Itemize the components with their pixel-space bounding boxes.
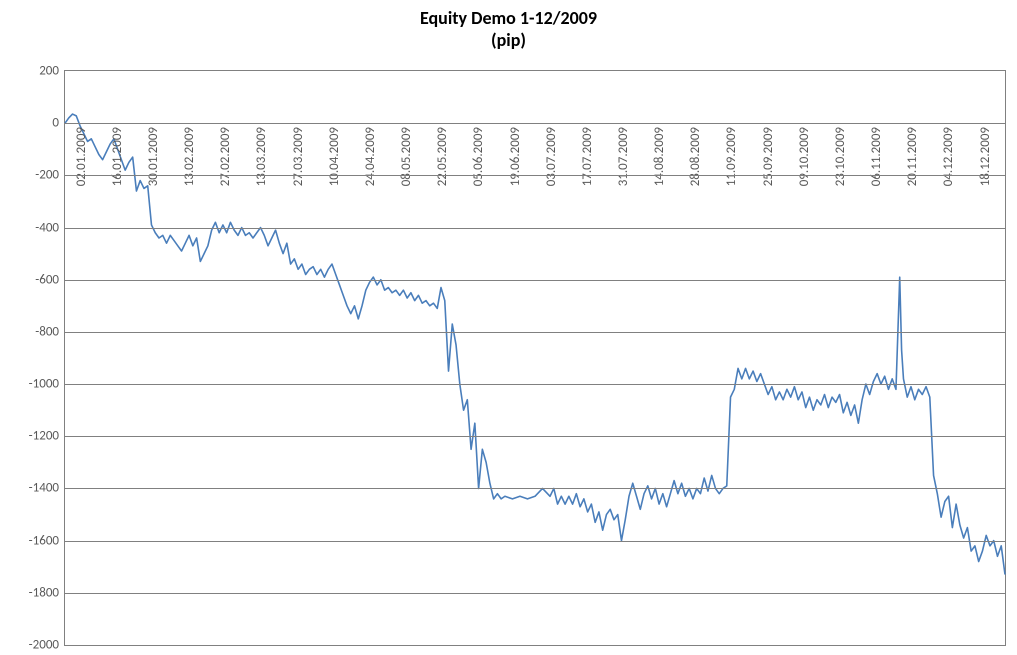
y-tick-label: 200 [39, 64, 59, 79]
x-tick-label: 27.02.2009 [218, 127, 233, 186]
gridline-h [65, 436, 1005, 437]
gridline-h [65, 280, 1005, 281]
y-tick-label: 0 [52, 116, 59, 131]
x-tick-label: 13.03.2009 [254, 127, 269, 186]
x-tick-label: 19.06.2009 [508, 127, 523, 186]
x-tick-label: 31.07.2009 [616, 127, 631, 186]
gridline-h [65, 384, 1005, 385]
x-tick-label: 14.08.2009 [652, 127, 667, 186]
x-tick-label: 05.06.2009 [471, 127, 486, 186]
gridline-h [65, 123, 1005, 124]
y-tick-label: -2000 [29, 638, 59, 653]
y-tick-label: -1400 [29, 481, 59, 496]
chart-title-line2: (pip) [0, 30, 1017, 52]
x-tick-label: 28.08.2009 [688, 127, 703, 186]
equity-line-series [65, 71, 1005, 645]
x-tick-label: 03.07.2009 [544, 127, 559, 186]
y-tick-label: -400 [35, 220, 59, 235]
plot-area: 02.01.2009 16.01.2009 30.01.2009 13.02.2009… [64, 70, 1006, 646]
x-tick-label: 18.12.2009 [978, 127, 993, 186]
equity-line [65, 114, 1005, 575]
x-tick-label: 06.11.2009 [869, 127, 884, 186]
gridline-h [65, 175, 1005, 176]
x-tick-label: 25.09.2009 [761, 127, 776, 186]
chart-title: Equity Demo 1-12/2009 (pip) [0, 8, 1017, 51]
gridline-h [65, 228, 1005, 229]
x-tick-label: 04.12.2009 [941, 127, 956, 186]
x-tick-label: 08.05.2009 [399, 127, 414, 186]
x-tick-label: 24.04.2009 [363, 127, 378, 186]
y-tick-label: -1000 [29, 377, 59, 392]
x-tick-label: 30.01.2009 [146, 127, 161, 186]
x-tick-label: 22.05.2009 [435, 127, 450, 186]
y-tick-label: -800 [35, 324, 59, 339]
y-tick-label: -600 [35, 272, 59, 287]
y-tick-label: -1600 [29, 533, 59, 548]
y-tick-label: -1200 [29, 429, 59, 444]
x-tick-label: 09.10.2009 [797, 127, 812, 186]
x-tick-label: 27.03.2009 [291, 127, 306, 186]
x-tick-label: 11.09.2009 [724, 127, 739, 186]
gridline-h [65, 332, 1005, 333]
x-tick-label: 23.10.2009 [833, 127, 848, 186]
gridline-h [65, 541, 1005, 542]
x-tick-label: 17.07.2009 [580, 127, 595, 186]
x-tick-label: 13.02.2009 [182, 127, 197, 186]
gridline-h [65, 593, 1005, 594]
chart-title-line1: Equity Demo 1-12/2009 [0, 8, 1017, 30]
x-tick-label: 16.01.2009 [110, 127, 125, 186]
x-tick-label: 10.04.2009 [327, 127, 342, 186]
x-tick-label: 02.01.2009 [74, 127, 89, 186]
chart-container: Equity Demo 1-12/2009 (pip) 02.01.2009 16… [0, 0, 1017, 655]
gridline-h [65, 488, 1005, 489]
x-tick-label: 20.11.2009 [905, 127, 920, 186]
y-tick-label: -1800 [29, 585, 59, 600]
y-tick-label: -200 [35, 168, 59, 183]
